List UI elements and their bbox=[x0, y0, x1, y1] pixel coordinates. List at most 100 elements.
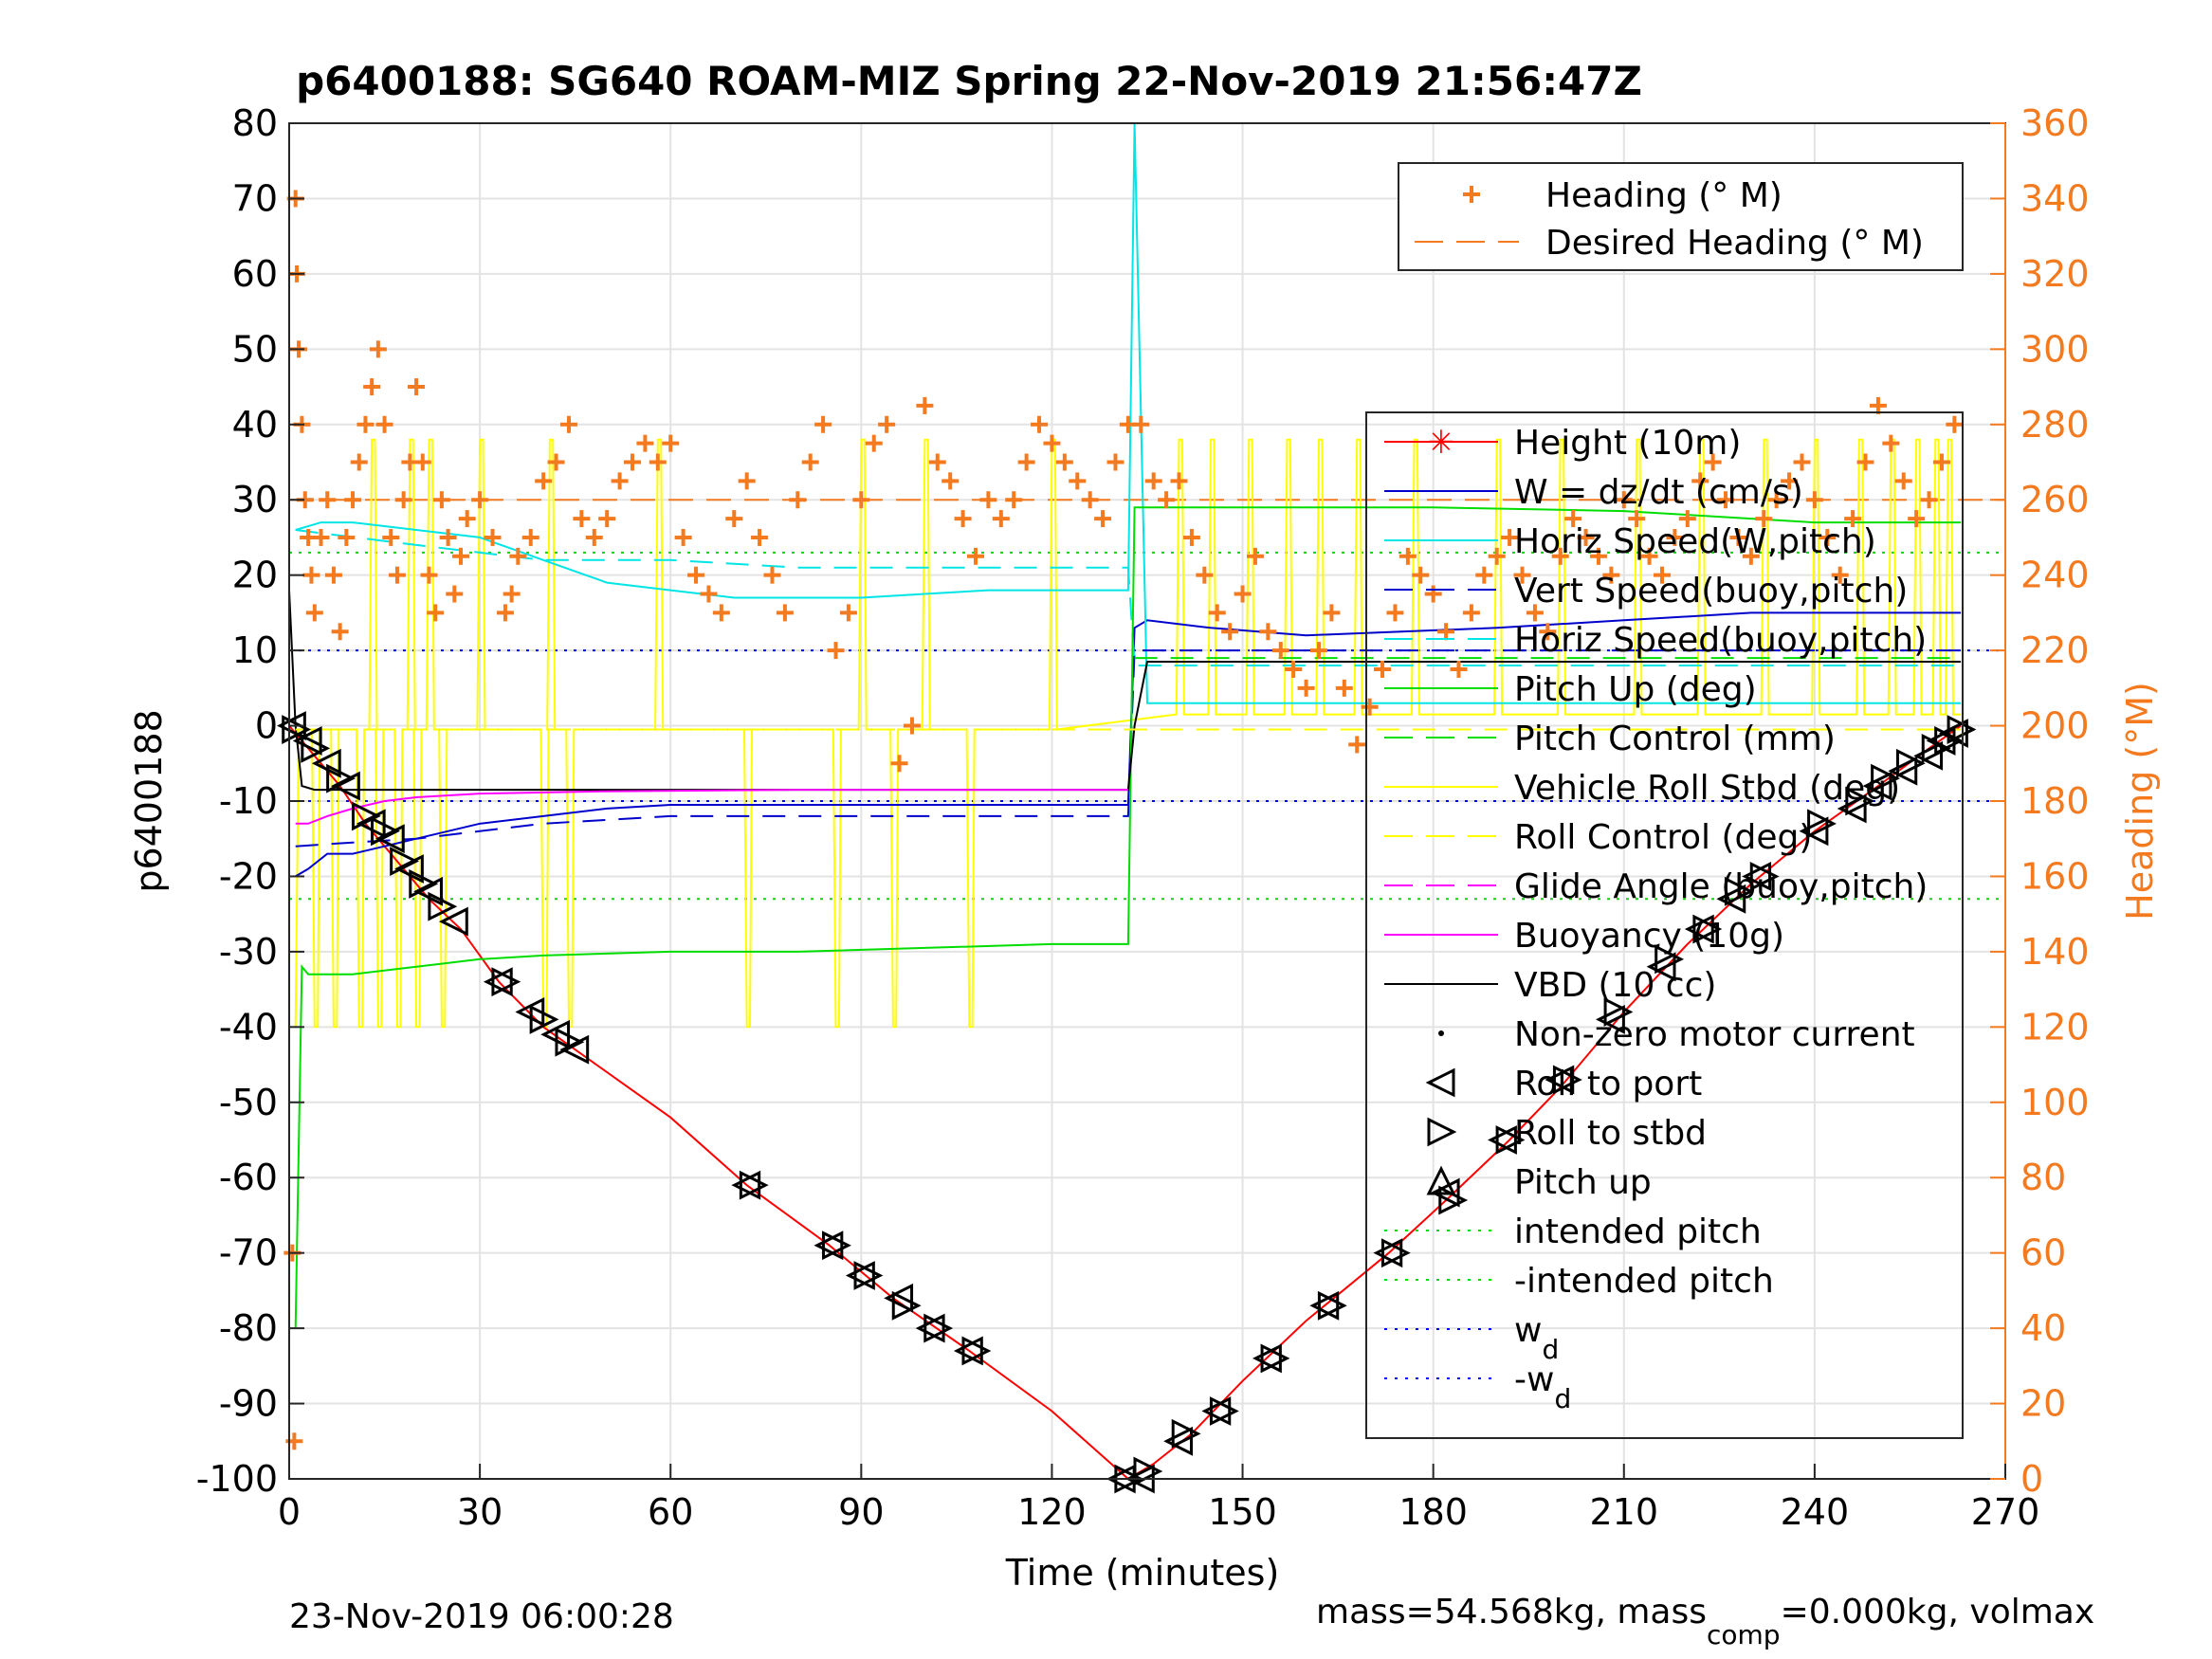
roll-stbd-marker bbox=[555, 1027, 585, 1057]
y-tick-label-right: 340 bbox=[2020, 177, 2090, 219]
heading-point bbox=[865, 434, 883, 452]
legend-item: Pitch Control (mm) bbox=[1384, 720, 1836, 758]
x-tick-label: 90 bbox=[838, 1491, 884, 1533]
roll-stbd-marker bbox=[491, 967, 521, 997]
y-tick-label-left: -70 bbox=[219, 1232, 278, 1274]
heading-point bbox=[1539, 623, 1557, 641]
heading-point bbox=[1106, 453, 1124, 471]
legend-item: W = dz/dt (cm/s) bbox=[1384, 473, 1803, 512]
y-axis-label-left: p6400188 bbox=[128, 709, 170, 892]
series-line bbox=[288, 724, 1962, 1481]
heading-point bbox=[776, 604, 794, 622]
roll-port-marker bbox=[330, 771, 360, 801]
legend-item: Vehicle Roll Stbd (deg) bbox=[1384, 769, 1900, 808]
heading-point bbox=[890, 755, 908, 773]
heading-point bbox=[1869, 396, 1887, 414]
legend-item: Roll Control (deg) bbox=[1384, 818, 1812, 857]
legend-item: -intended pitch bbox=[1384, 1262, 1774, 1301]
x-tick-label: 0 bbox=[278, 1491, 301, 1533]
roll-stbd-marker bbox=[1171, 1418, 1201, 1449]
roll-stbd-marker bbox=[822, 1231, 851, 1261]
heading-point bbox=[484, 528, 502, 546]
legend-label-sub: d bbox=[1554, 1383, 1571, 1414]
y-tick-label-right: 320 bbox=[2020, 253, 2090, 295]
heading-point bbox=[1666, 528, 1684, 546]
heading-point bbox=[585, 528, 603, 546]
heading-point bbox=[1081, 491, 1099, 509]
heading-point bbox=[312, 528, 330, 546]
heading-point bbox=[1551, 547, 1569, 565]
y-tick-label-left: 10 bbox=[232, 629, 278, 671]
y-tick-label-right: 260 bbox=[2020, 479, 2090, 520]
roll-port-marker bbox=[438, 906, 468, 937]
legend-label: -wd bbox=[1514, 1360, 1571, 1414]
roll-port-marker bbox=[375, 824, 405, 854]
heading-point bbox=[509, 547, 527, 565]
roll-stbd-marker bbox=[282, 715, 312, 744]
legend-label-text: Height (10m) bbox=[1514, 424, 1741, 463]
legend-dot bbox=[1438, 1030, 1444, 1036]
heading-point bbox=[1017, 453, 1035, 471]
footer-mass-tail: =0.000kg, volmax bbox=[1781, 1593, 2095, 1632]
legend-star: ✳ bbox=[1428, 424, 1455, 462]
series-line bbox=[295, 122, 1962, 704]
heading-point bbox=[1615, 491, 1633, 509]
y-tick-label-right: 240 bbox=[2020, 555, 2090, 596]
y-tick-label-left: 50 bbox=[232, 328, 278, 370]
roll-port-marker bbox=[1201, 1396, 1232, 1426]
roll-stbd-marker bbox=[1317, 1290, 1347, 1321]
heading-point bbox=[903, 717, 921, 735]
legend-label-text: Pitch Control (mm) bbox=[1514, 720, 1836, 758]
heading-point bbox=[1144, 472, 1162, 490]
y-tick-label-right: 100 bbox=[2020, 1082, 2090, 1123]
heading-point bbox=[1602, 566, 1620, 584]
legend-label: Roll Control (deg) bbox=[1514, 818, 1812, 857]
heading-point bbox=[801, 453, 819, 471]
heading-point bbox=[1654, 566, 1671, 584]
heading-point bbox=[1691, 472, 1709, 490]
roll-port-marker bbox=[1837, 793, 1867, 824]
roll-stbd-marker bbox=[1724, 876, 1754, 906]
heading-point bbox=[1819, 528, 1837, 546]
roll-port-marker bbox=[1742, 862, 1772, 891]
heading-point bbox=[687, 566, 705, 584]
legend-label-text: W = dz/dt (cm/s) bbox=[1514, 473, 1803, 512]
heading-point bbox=[1793, 453, 1811, 471]
y-axis-label-right: Heading (°M) bbox=[2119, 682, 2161, 921]
heading-point bbox=[725, 510, 743, 528]
roll-port-marker bbox=[953, 1336, 983, 1366]
roll-port-marker bbox=[1913, 740, 1944, 771]
y-tick-label-left: -90 bbox=[219, 1383, 278, 1425]
heading-point bbox=[388, 566, 406, 584]
roll-port-marker bbox=[1545, 1065, 1575, 1095]
roll-stbd-marker bbox=[371, 816, 400, 847]
legend-item: Non-zero motor current bbox=[1438, 1015, 1915, 1054]
roll-port-marker bbox=[1596, 1004, 1625, 1034]
roll-port-marker bbox=[884, 1283, 914, 1313]
legend-item: intended pitch bbox=[1384, 1212, 1762, 1251]
heading-point bbox=[1221, 623, 1239, 641]
roll-stbd-marker bbox=[1947, 715, 1977, 744]
legend-label: Pitch Control (mm) bbox=[1514, 720, 1836, 758]
legend-item: wd bbox=[1384, 1311, 1559, 1365]
legend-label: Glide Angle (buoy,pitch) bbox=[1514, 867, 1928, 906]
heading-point bbox=[1678, 510, 1696, 528]
heading-point bbox=[1335, 679, 1353, 697]
legend-heading-box bbox=[1398, 162, 1964, 271]
y-tick-label-right: 180 bbox=[2020, 780, 2090, 822]
roll-stbd-marker bbox=[1260, 1343, 1290, 1374]
heading-point bbox=[503, 585, 521, 603]
legend-label: Buoyancy (10g) bbox=[1514, 917, 1784, 956]
roll-stbd-marker bbox=[1845, 786, 1875, 816]
legend-item: Pitch up bbox=[1426, 1163, 1652, 1202]
heading-point bbox=[941, 472, 960, 490]
heading-point bbox=[1348, 736, 1366, 754]
heading-point bbox=[1781, 472, 1799, 490]
roll-stbd-marker bbox=[1749, 862, 1780, 891]
heading-point bbox=[1526, 604, 1544, 622]
heading-point bbox=[1361, 698, 1379, 716]
roll-stbd-marker bbox=[853, 1261, 884, 1290]
chart-title: p6400188: SG640 ROAM-MIZ Spring 22-Nov-2… bbox=[296, 58, 1642, 104]
footer-mass-sub: comp bbox=[1707, 1619, 1781, 1650]
heading-point bbox=[382, 528, 400, 546]
